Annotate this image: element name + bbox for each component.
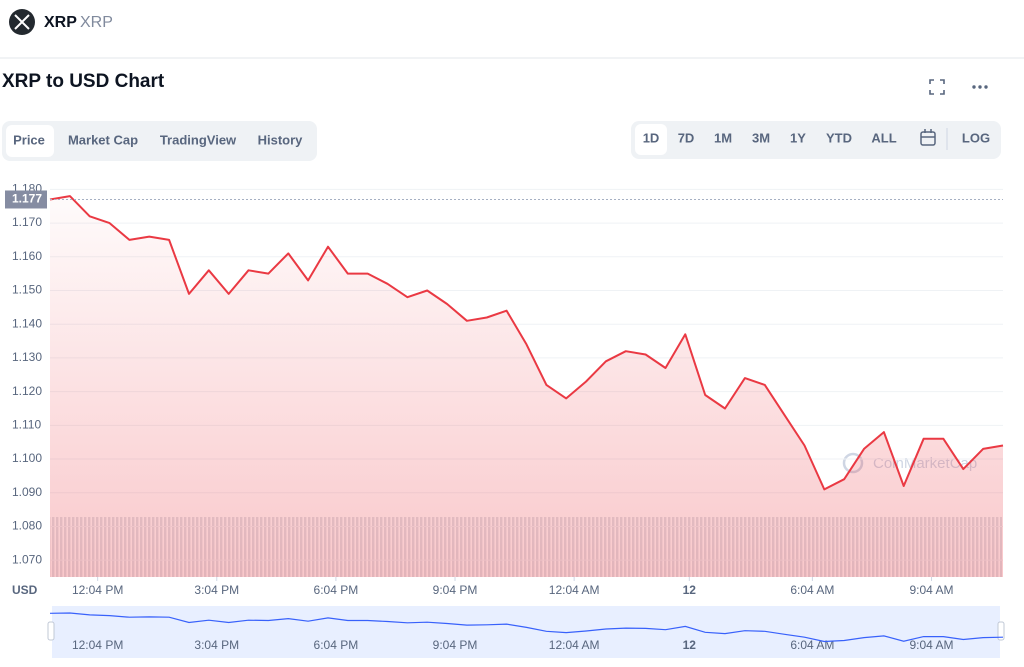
range-button[interactable]: ALL (871, 130, 896, 145)
fullscreen-icon[interactable] (929, 79, 945, 95)
current-price-badge (5, 190, 47, 209)
y-tick-label: 1.070 (12, 552, 42, 566)
current-price-label: 1.177 (12, 192, 42, 206)
navigator-tick-label: 9:04 AM (910, 638, 954, 652)
header-bar (0, 0, 1024, 57)
x-tick-label: 12 (683, 583, 697, 597)
y-tick-label: 1.080 (12, 519, 42, 533)
y-tick-label: 1.110 (12, 417, 41, 431)
range-button[interactable]: 1M (714, 130, 732, 145)
y-axis-label: USD (12, 583, 38, 597)
coin-name: XRP (44, 14, 77, 31)
navigator[interactable] (52, 606, 1000, 658)
x-tick-label: 12:04 AM (549, 583, 600, 597)
navigator-tick-label: 3:04 PM (194, 638, 239, 652)
navigator-tick-label: 6:04 AM (790, 638, 834, 652)
navigator-handle-left[interactable] (47, 621, 55, 641)
navigator-line (49, 612, 1004, 643)
price-line (49, 195, 1004, 491)
range-button[interactable]: 1Y (790, 130, 806, 145)
navigator-tick-label: 9:04 PM (433, 638, 478, 652)
navigator-tick-label: 6:04 PM (314, 638, 359, 652)
y-tick-label: 1.100 (12, 451, 42, 465)
calendar-icon[interactable] (920, 129, 936, 146)
x-tick-label: 6:04 AM (790, 583, 834, 597)
y-tick-label: 1.150 (12, 283, 42, 297)
range-button[interactable]: 1D (643, 130, 660, 145)
navigator-tick-label: 12 (683, 638, 697, 652)
header-shadow (0, 57, 1024, 59)
navigator-handle-right[interactable] (997, 621, 1005, 641)
active-tab (6, 125, 54, 157)
tab[interactable]: Market Cap (68, 132, 138, 147)
chart-title: XRP to USD Chart (2, 71, 165, 92)
tab[interactable]: TradingView (160, 132, 237, 147)
log-button[interactable]: LOG (962, 130, 990, 145)
x-tick-label: 9:04 AM (910, 583, 954, 597)
y-tick-label: 1.140 (12, 316, 42, 330)
navigator-tick-label: 12:04 AM (549, 638, 600, 652)
price-area (50, 196, 1003, 577)
x-tick-label: 9:04 PM (433, 583, 478, 597)
range-button[interactable]: YTD (826, 130, 852, 145)
more-icon[interactable] (972, 85, 988, 89)
range-button[interactable]: 3M (752, 130, 770, 145)
y-tick-label: 1.090 (12, 485, 42, 499)
coin-symbol: XRP (80, 14, 113, 31)
active-range (635, 124, 667, 155)
y-tick-label: 1.160 (12, 249, 42, 263)
tab[interactable]: History (258, 132, 304, 147)
x-tick-label: 3:04 PM (194, 583, 239, 597)
range-button[interactable]: 7D (678, 130, 695, 145)
y-tick-label: 1.130 (12, 350, 42, 364)
navigator-tick-label: 12:04 PM (72, 638, 123, 652)
tab[interactable]: Price (13, 132, 45, 147)
x-tick-label: 6:04 PM (314, 583, 359, 597)
y-tick-label: 1.120 (12, 384, 42, 398)
coin-logo-mark (14, 14, 30, 30)
x-tick-label: 12:04 PM (72, 583, 123, 597)
y-tick-label: 1.170 (12, 215, 42, 229)
range-group (631, 121, 1001, 159)
tab-group (2, 121, 317, 161)
